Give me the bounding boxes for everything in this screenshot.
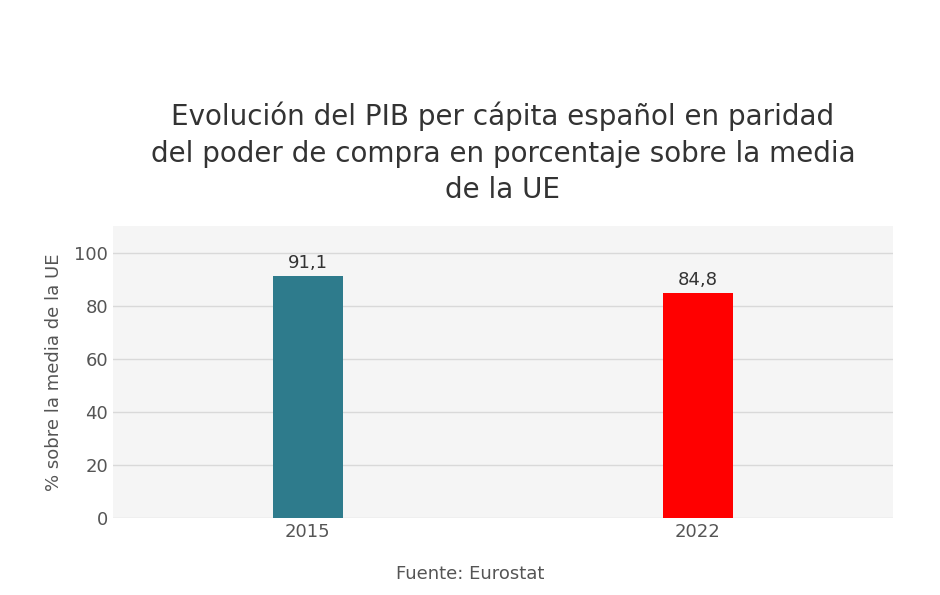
Text: 84,8: 84,8	[678, 271, 718, 289]
Title: Evolución del PIB per cápita español en paridad
del poder de compra en porcentaj: Evolución del PIB per cápita español en …	[150, 101, 855, 204]
Y-axis label: % sobre la media de la UE: % sobre la media de la UE	[45, 253, 63, 491]
Text: Fuente: Eurostat: Fuente: Eurostat	[396, 565, 544, 583]
Text: 91,1: 91,1	[288, 254, 328, 273]
Bar	[663, 293, 733, 518]
Bar	[273, 276, 343, 518]
